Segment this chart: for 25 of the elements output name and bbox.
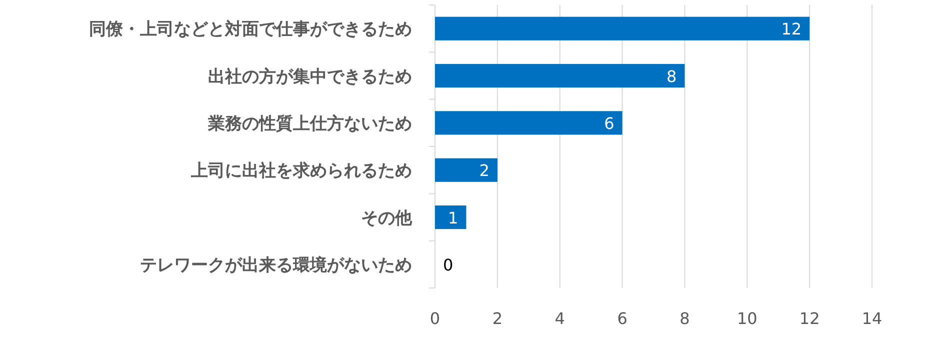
x-tick-label: 0 [430, 309, 440, 328]
data-label: 2 [479, 161, 490, 180]
y-tick-label: 出社の方が集中できるため [208, 66, 412, 87]
y-tick-label: 上司に出社を求められるため [190, 161, 412, 182]
x-tick-label: 14 [862, 309, 882, 328]
x-tick-label: 12 [799, 309, 820, 328]
x-tick-label: 2 [492, 309, 503, 328]
data-label: 8 [666, 66, 677, 86]
y-tick-label: その他 [361, 208, 413, 228]
data-label: 12 [781, 20, 802, 39]
bar [435, 111, 622, 135]
x-tick-label: 4 [554, 309, 565, 328]
y-tick-label: 業務の性質上仕方ないため [207, 114, 412, 134]
x-tick-label: 8 [680, 309, 690, 328]
bar [435, 64, 685, 88]
data-label: 6 [604, 114, 614, 133]
bar [435, 158, 498, 182]
x-tick-label: 6 [617, 309, 628, 328]
bar [435, 205, 466, 230]
data-label: 0 [443, 255, 454, 274]
y-tick-label: テレワークが出来る環境がないため [140, 255, 412, 276]
bar [435, 16, 810, 40]
data-label: 1 [448, 208, 458, 228]
y-tick-label: 同僚・上司などと対面で仕事ができるため [89, 20, 412, 40]
x-tick-label: 10 [736, 309, 758, 328]
